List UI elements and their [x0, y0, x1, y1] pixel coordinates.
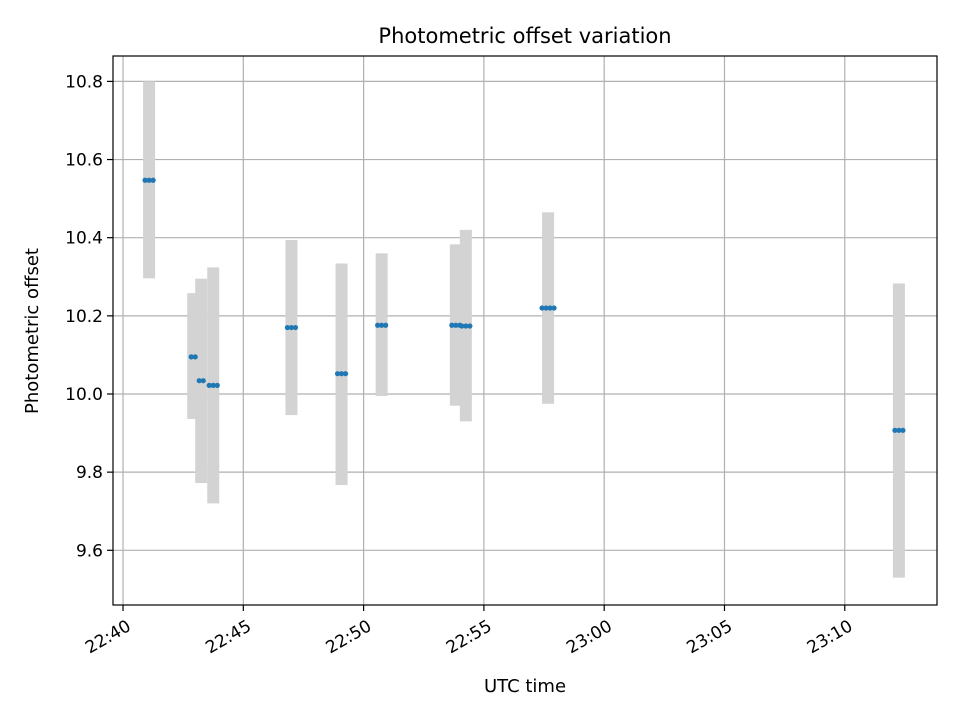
- data-points: [142, 177, 906, 433]
- data-point: [206, 382, 212, 388]
- y-tick-label: 10.6: [65, 151, 103, 171]
- data-point: [146, 177, 152, 183]
- y-tick-label: 10.4: [65, 229, 103, 249]
- data-point: [892, 427, 898, 433]
- data-point: [453, 322, 459, 328]
- data-point: [383, 322, 389, 328]
- data-point: [543, 305, 549, 311]
- data-point: [196, 378, 202, 384]
- data-point: [551, 305, 557, 311]
- chart-title: Photometric offset variation: [378, 24, 671, 48]
- grid: [113, 56, 937, 605]
- y-axis-label: Photometric offset: [22, 248, 43, 414]
- y-tick-label: 10.8: [65, 72, 103, 92]
- data-point: [467, 323, 473, 329]
- data-point: [210, 382, 216, 388]
- data-point: [539, 305, 545, 311]
- data-point: [292, 324, 299, 331]
- data-point: [338, 371, 345, 377]
- data-point: [463, 323, 469, 329]
- data-point: [288, 324, 295, 331]
- y-tick-label: 9.8: [76, 463, 103, 483]
- y-tick-label: 9.6: [76, 541, 103, 561]
- data-point: [142, 177, 148, 183]
- data-point: [284, 324, 291, 331]
- data-point: [449, 322, 455, 328]
- y-tick-label: 10.2: [65, 307, 103, 327]
- y-axis-ticks: 9.6 9.8 10.0 10.2 10.4 10.6 10.8: [65, 72, 113, 561]
- data-point: [342, 371, 349, 377]
- data-point: [375, 322, 381, 328]
- data-point: [192, 354, 198, 360]
- plot-frame: [112, 55, 938, 606]
- data-point: [150, 177, 156, 183]
- x-axis-label: UTC time: [484, 676, 566, 697]
- data-point: [900, 427, 906, 433]
- data-point: [379, 322, 385, 328]
- data-point: [200, 378, 206, 384]
- data-point: [896, 427, 902, 433]
- data-point: [214, 382, 220, 388]
- data-point: [188, 354, 194, 360]
- data-point: [459, 323, 465, 329]
- y-tick-label: 10.0: [65, 385, 103, 405]
- data-point: [334, 371, 341, 377]
- data-point: [547, 305, 553, 311]
